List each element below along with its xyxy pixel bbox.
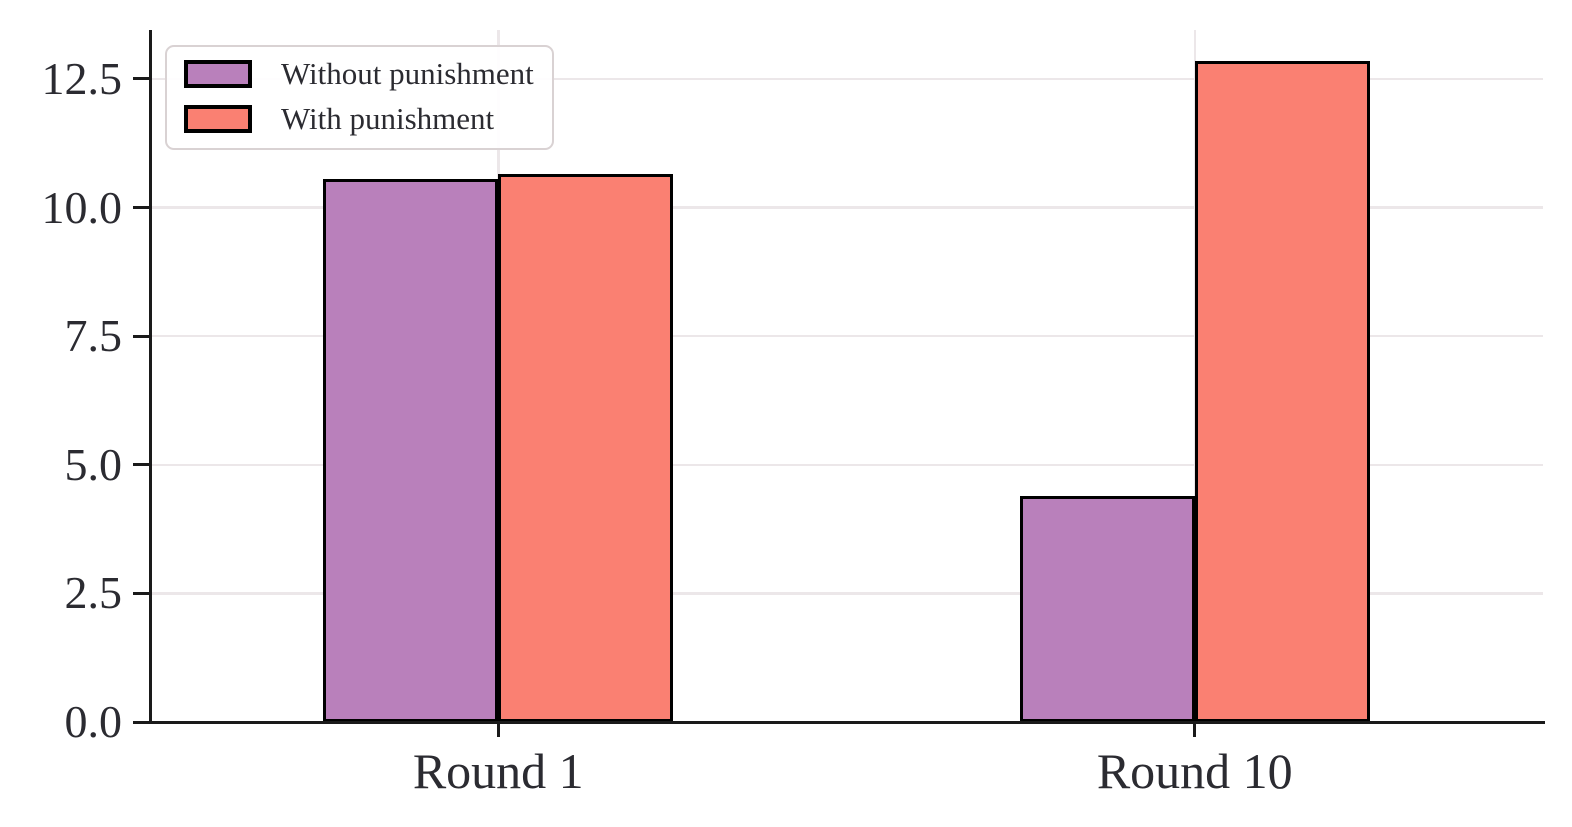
- y-gridline: [150, 592, 1543, 595]
- x-tick-mark: [1193, 722, 1197, 737]
- y-tick-mark: [133, 77, 150, 81]
- legend-label: Without punishment: [281, 56, 534, 91]
- y-tick-mark: [133, 591, 150, 595]
- legend-swatch-without-punishment: [184, 60, 252, 88]
- y-tick-label: 10.0: [41, 181, 123, 233]
- bar-with-punishment-round-1: [498, 174, 674, 722]
- y-gridline: [150, 77, 1543, 81]
- x-category-label: Round 1: [412, 743, 584, 799]
- legend-item: With punishment: [184, 103, 534, 135]
- plot-area: Without punishment With punishment 0.0 2.5…: [42, 30, 1545, 798]
- x-tick-mark: [496, 722, 500, 737]
- x-axis-line: [148, 720, 1545, 724]
- y-gridline: [150, 334, 1543, 338]
- y-tick-mark: [133, 463, 150, 467]
- y-gridline: [150, 206, 1543, 209]
- y-tick-mark: [133, 206, 150, 209]
- y-tick-label: 2.5: [64, 567, 123, 619]
- legend: Without punishment With punishment: [165, 45, 554, 150]
- y-tick-label: 7.5: [64, 310, 123, 362]
- y-tick-label: 5.0: [64, 438, 123, 490]
- y-gridline: [150, 463, 1543, 466]
- y-tick-label: 0.0: [64, 696, 123, 747]
- y-tick-mark: [133, 720, 150, 724]
- x-category-label: Round 10: [1096, 743, 1293, 799]
- legend-label: With punishment: [281, 101, 495, 136]
- bar-without-punishment-round-10: [1019, 495, 1195, 722]
- bar-with-punishment-round-10: [1194, 60, 1370, 722]
- y-axis-line: [148, 30, 152, 724]
- legend-item: Without punishment: [184, 58, 534, 90]
- bar-without-punishment-round-1: [323, 179, 499, 722]
- y-tick-mark: [133, 334, 150, 338]
- y-tick-label: 12.5: [41, 52, 123, 104]
- legend-swatch-with-punishment: [184, 105, 252, 133]
